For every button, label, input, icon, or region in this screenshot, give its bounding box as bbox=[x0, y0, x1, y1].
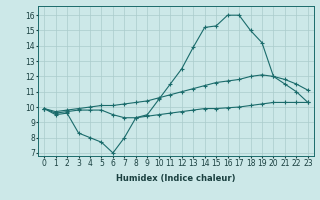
X-axis label: Humidex (Indice chaleur): Humidex (Indice chaleur) bbox=[116, 174, 236, 183]
